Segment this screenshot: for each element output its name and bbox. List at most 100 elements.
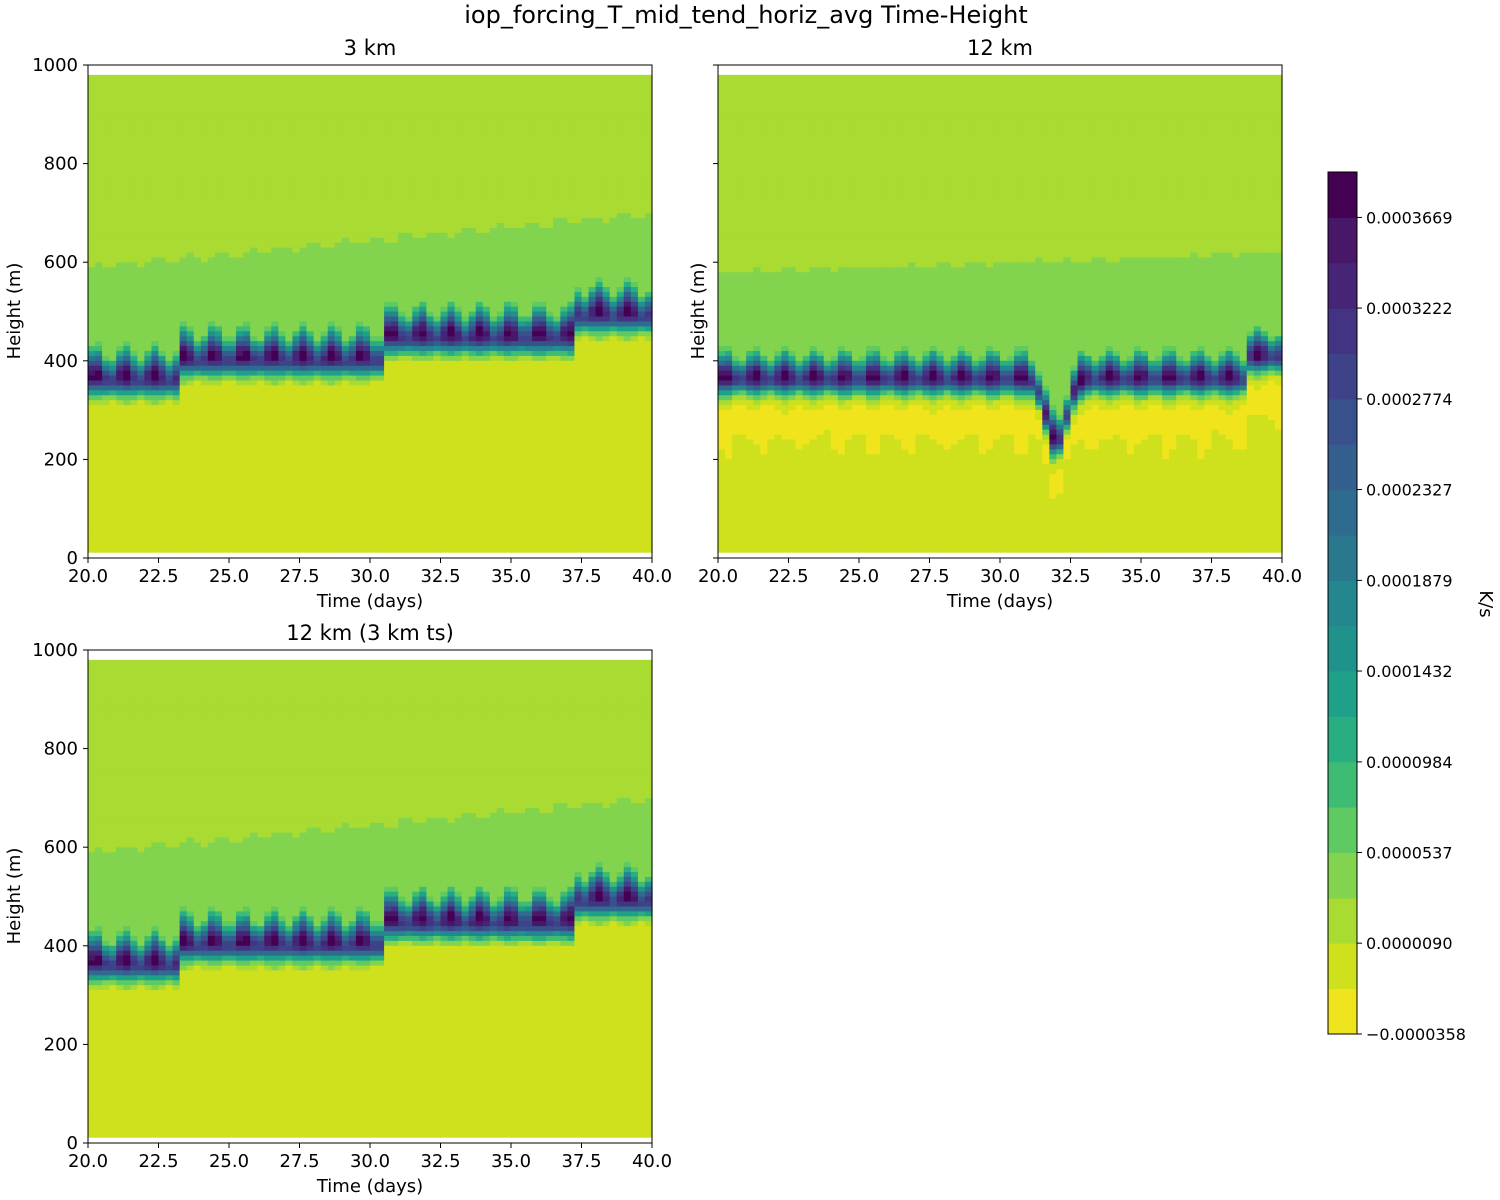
heatmap-cell — [433, 276, 442, 283]
heatmap-cell — [320, 537, 329, 543]
heatmap-cell — [193, 453, 202, 460]
heatmap-cell — [193, 527, 202, 533]
heatmap-cell — [116, 325, 124, 332]
heatmap-cell — [186, 448, 195, 455]
heatmap-cell — [102, 468, 110, 474]
heatmap-cell — [405, 119, 413, 125]
heatmap-cell — [250, 404, 258, 411]
heatmap-cell — [391, 114, 399, 120]
heatmap-cell — [179, 104, 188, 110]
heatmap-cell — [102, 271, 110, 278]
heatmap-cell — [95, 419, 103, 425]
heatmap-cell — [165, 276, 174, 283]
heatmap-cell — [405, 355, 413, 361]
heatmap-cell — [306, 434, 315, 440]
heatmap-cell — [313, 207, 322, 214]
heatmap-cell — [426, 438, 435, 445]
heatmap-cell — [440, 315, 449, 322]
heatmap-cell — [398, 119, 406, 125]
heatmap-cell — [214, 419, 223, 425]
heatmap-cell — [179, 188, 188, 194]
heatmap-cell — [271, 217, 279, 224]
heatmap-cell — [447, 340, 456, 347]
heatmap-cell — [398, 404, 406, 411]
heatmap-cell — [264, 173, 272, 179]
heatmap-cell — [158, 458, 167, 465]
heatmap-cell — [214, 429, 223, 435]
heatmap-cell — [384, 384, 392, 391]
heatmap-cell — [426, 178, 435, 184]
heatmap-cell — [377, 424, 385, 430]
heatmap-cell — [278, 217, 286, 224]
heatmap-cell — [137, 94, 145, 101]
heatmap-cell — [362, 345, 371, 351]
heatmap-cell — [207, 148, 216, 155]
heatmap-cell — [419, 517, 427, 524]
heatmap-cell — [165, 271, 174, 278]
heatmap-cell — [116, 188, 124, 194]
heatmap-cell — [144, 237, 153, 243]
heatmap-cell — [130, 261, 138, 268]
heatmap-cell — [285, 124, 294, 130]
heatmap-cell — [109, 178, 117, 184]
heatmap-cell — [299, 109, 308, 115]
heatmap-cell — [257, 389, 265, 396]
heatmap-cell — [370, 330, 378, 337]
heatmap-cell — [405, 350, 413, 356]
heatmap-cell — [200, 261, 209, 268]
heatmap-cell — [334, 463, 343, 470]
heatmap-cell — [165, 414, 174, 420]
heatmap-cell — [433, 320, 442, 327]
heatmap-cell — [257, 227, 265, 233]
heatmap-cell — [102, 192, 110, 199]
heatmap-cell — [398, 325, 406, 332]
heatmap-cell — [137, 532, 145, 538]
heatmap-cell — [292, 286, 301, 292]
heatmap-cell — [264, 478, 272, 484]
heatmap-cell — [355, 409, 364, 415]
heatmap-cell — [271, 202, 279, 209]
heatmap-cell — [384, 507, 392, 514]
heatmap-cell — [116, 163, 124, 169]
heatmap-cell — [271, 350, 279, 356]
heatmap-cell — [370, 79, 378, 86]
heatmap-cell — [165, 143, 174, 150]
heatmap-cell — [214, 89, 223, 96]
heatmap-cell — [130, 286, 138, 292]
heatmap-cell — [398, 522, 406, 529]
heatmap-cell — [433, 306, 442, 312]
heatmap-cell — [377, 340, 385, 347]
heatmap-cell — [221, 315, 230, 322]
heatmap-cell — [412, 114, 420, 120]
heatmap-cell — [292, 394, 301, 401]
heatmap-cell — [102, 207, 110, 214]
heatmap-cell — [341, 168, 350, 174]
heatmap-cell — [186, 493, 195, 499]
heatmap-cell — [355, 419, 364, 425]
heatmap-cell — [433, 345, 442, 351]
heatmap-cell — [257, 448, 265, 455]
heatmap-cell — [433, 227, 442, 233]
heatmap-cell — [285, 109, 294, 115]
heatmap-cell — [285, 404, 294, 411]
heatmap-cell — [109, 281, 117, 288]
heatmap-cell — [271, 429, 279, 435]
heatmap-cell — [200, 507, 209, 514]
heatmap-cell — [95, 542, 103, 548]
heatmap-cell — [207, 443, 216, 450]
heatmap-cell — [264, 197, 272, 204]
heatmap-cell — [236, 537, 244, 543]
heatmap-cell — [137, 473, 145, 479]
heatmap-cell — [426, 493, 435, 499]
heatmap-cell — [313, 168, 322, 174]
heatmap-cell — [362, 547, 371, 553]
heatmap-cell — [137, 153, 145, 160]
heatmap-cell — [362, 429, 371, 435]
heatmap-cell — [243, 207, 251, 214]
heatmap-cell — [123, 335, 131, 342]
heatmap-cell — [355, 542, 364, 548]
heatmap-cell — [151, 158, 160, 165]
heatmap-cell — [172, 384, 181, 391]
heatmap-cell — [391, 512, 399, 519]
heatmap-cell — [123, 271, 131, 278]
